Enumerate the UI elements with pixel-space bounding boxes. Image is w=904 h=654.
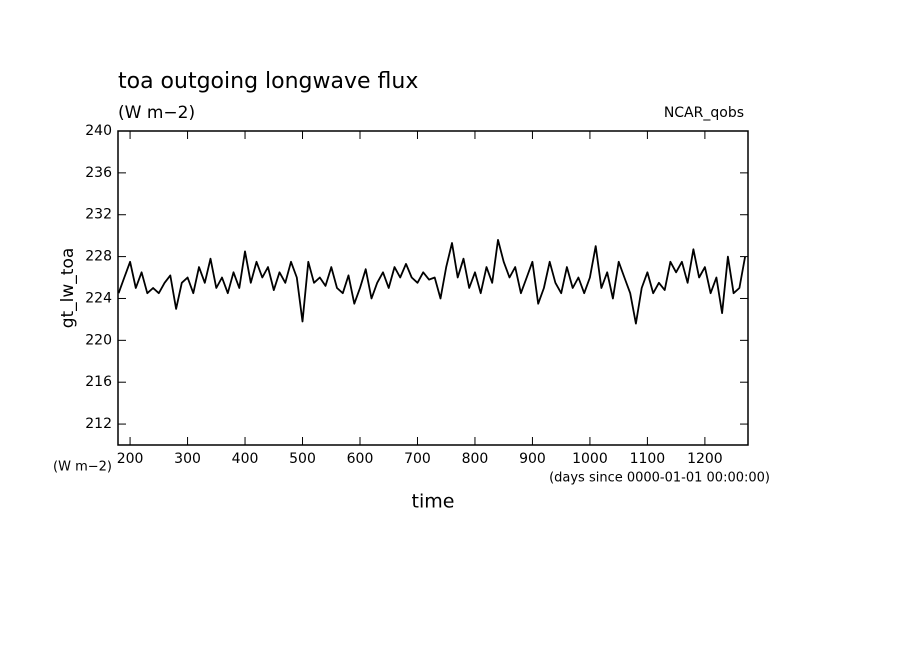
chart-title: toa outgoing longwave flux [118, 69, 418, 94]
y-tick-label: 224 [85, 290, 112, 306]
x-tick-label: 400 [232, 451, 259, 467]
y-axis-label: gt_lw_toa [58, 248, 78, 329]
x-tick-label: 1200 [687, 451, 723, 467]
source-label: NCAR_qobs [664, 105, 744, 121]
series-line [117, 239, 746, 325]
x-units-label: (days since 0000-01-01 00:00:00) [549, 471, 770, 486]
x-tick-label: 300 [174, 451, 201, 467]
x-tick-label: 1000 [572, 451, 608, 467]
y-tick-label: 212 [85, 416, 112, 432]
y-tick-label: 220 [85, 332, 112, 348]
y-tick-label: 236 [85, 165, 112, 181]
y-tick-label: 228 [85, 249, 112, 265]
x-tick-label: 500 [289, 451, 316, 467]
y-units-label: (W m−2) [53, 460, 112, 475]
x-tick-label: 800 [462, 451, 489, 467]
x-tick-label: 700 [404, 451, 431, 467]
subtitle-units: (W m−2) [118, 103, 195, 123]
plot-frame [117, 130, 749, 446]
x-tick-label: 1100 [630, 451, 666, 467]
y-tick-label: 232 [85, 207, 112, 223]
x-tick-label: 200 [117, 451, 144, 467]
x-tick-label: 900 [519, 451, 546, 467]
x-tick-label: 600 [347, 451, 374, 467]
y-tick-label: 240 [85, 123, 112, 139]
y-tick-label: 216 [85, 374, 112, 390]
x-axis-label: time [412, 491, 455, 513]
